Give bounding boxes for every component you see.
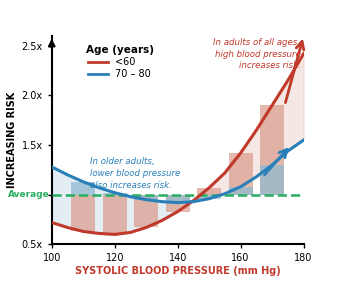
Bar bbox=[166, 195, 190, 203]
Bar bbox=[197, 195, 221, 199]
Bar bbox=[71, 195, 95, 232]
Bar bbox=[166, 195, 190, 212]
Legend: <60, 70 – 80: <60, 70 – 80 bbox=[82, 41, 158, 83]
Bar bbox=[134, 195, 158, 200]
Bar bbox=[71, 182, 95, 195]
Text: In adults of all ages,
high blood pressure
increases risk.: In adults of all ages, high blood pressu… bbox=[214, 38, 300, 70]
Bar bbox=[103, 193, 127, 195]
Text: In older adults,
lower blood pressure
also increases risk.: In older adults, lower blood pressure al… bbox=[90, 157, 180, 190]
Y-axis label: INCREASING RISK: INCREASING RISK bbox=[7, 92, 17, 188]
X-axis label: SYSTOLIC BLOOD PRESSURE (mm Hg): SYSTOLIC BLOOD PRESSURE (mm Hg) bbox=[75, 266, 280, 276]
Bar bbox=[260, 165, 284, 195]
Bar bbox=[134, 195, 158, 227]
Bar bbox=[260, 105, 284, 195]
Bar bbox=[229, 187, 253, 195]
Bar bbox=[229, 153, 253, 195]
Bar bbox=[197, 188, 221, 195]
Text: Average: Average bbox=[8, 190, 50, 199]
Bar bbox=[103, 195, 127, 235]
